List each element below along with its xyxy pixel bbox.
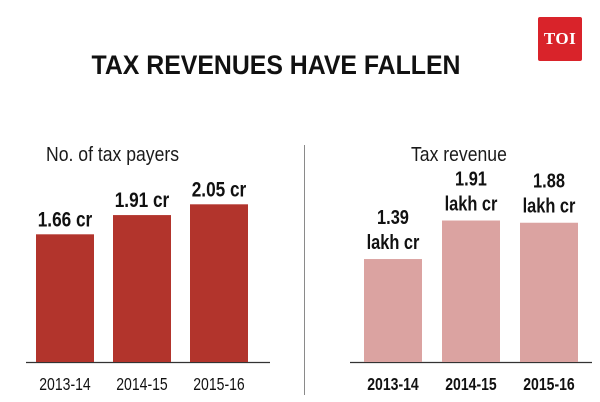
revenue-value-label-2014-15-line0: 1.91 [455,167,487,190]
revenue-tick-2014-15: 2014-15 [445,374,496,394]
toi-logo: TOI [538,17,582,61]
revenue-tick-2015-16: 2015-16 [523,374,574,394]
right-chart-title: Tax revenue [411,144,507,166]
revenue-bar-2015-16 [520,222,578,362]
revenue-value-label-2013-14-line1: lakh cr [367,230,420,253]
payers-value-label-2015-16: 2.05 cr [192,179,247,202]
left-chart-title: No. of tax payers [46,144,180,166]
page-title: TAX REVENUES HAVE FALLEN [91,50,461,80]
payers-tick-2015-16: 2015-16 [193,374,244,394]
revenue-value-label-2015-16-line1: lakh cr [523,194,576,217]
revenue-value-label-2015-16-line0: 1.88 [533,169,565,192]
revenue-tick-2013-14: 2013-14 [367,374,418,394]
revenue-bar-2013-14 [364,259,422,362]
panel-divider [304,145,305,395]
payers-tick-2013-14: 2013-14 [39,374,90,394]
payers-value-label-2013-14: 1.66 cr [38,209,93,232]
payers-bar-2013-14 [36,234,94,362]
revenue-value-label-2014-15-line1: lakh cr [445,192,498,215]
revenue-value-label-2013-14-line0: 1.39 [377,205,409,228]
payers-value-label-2014-15: 1.91 cr [115,190,170,213]
payers-tick-2014-15: 2014-15 [116,374,167,394]
payers-bar-2014-15 [113,215,171,362]
payers-bar-2015-16 [190,204,248,362]
logo-text: TOI [543,29,577,48]
revenue-bar-2014-15 [442,220,500,362]
